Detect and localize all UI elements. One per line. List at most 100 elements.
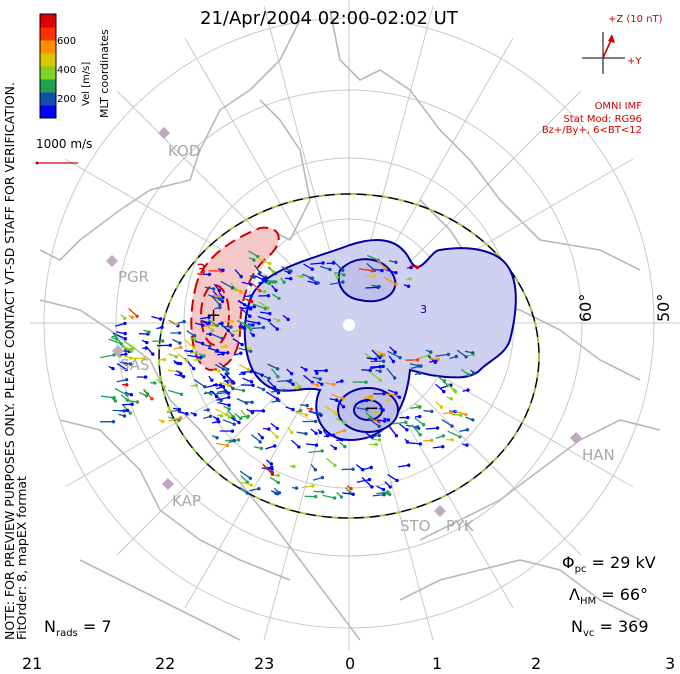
vector-origin [240,342,244,347]
velocity-vector [387,350,401,359]
velocity-vector [377,260,386,269]
vector-origin [202,354,206,358]
velocity-vector [310,262,324,265]
vector-origin [450,438,454,442]
vector-origin [264,276,268,280]
vector-origin [232,422,236,426]
vector-origin [257,487,261,491]
vector-origin [298,385,302,389]
velocity-vector [325,457,336,466]
vector-origin [221,295,225,300]
vector-origin [210,328,215,333]
vector-origin [388,492,392,497]
vector-origin [343,444,347,449]
vector-origin [217,288,221,293]
vector-origin [131,346,135,350]
vector-origin [377,284,381,289]
vector-origin [261,387,266,392]
vector-origin [124,352,128,356]
vector-origin [276,473,280,478]
vector-origin [394,260,398,264]
vector-origin [178,361,183,366]
positive-cell-marker: + [206,305,222,326]
imf-clock [582,32,625,74]
velocity-vector [127,400,138,403]
vector-origin [224,344,228,348]
vector-origin [313,419,318,424]
vector-origin [351,492,355,496]
vector-origin [243,326,247,331]
velocity-vector [322,494,335,499]
vector-origin [260,436,264,440]
vector-origin [246,367,251,372]
vector-origin [368,416,373,420]
vector-origin [295,386,299,390]
vector-origin [471,351,475,355]
velocity-vector [265,391,278,400]
velocity-vector [210,333,223,340]
velocity-vector [258,257,271,265]
vector-origin [335,275,339,279]
stat-symbol: Λ [569,585,580,604]
vector-origin [381,364,385,369]
vector-origin [229,325,233,329]
vector-origin [320,475,325,480]
vector-origin [341,405,346,409]
vector-origin [270,467,274,471]
velocity-vector [239,306,251,317]
vector-origin [393,376,397,380]
velocity-vector [108,338,122,345]
vector-origin [377,424,381,428]
vector-origin [398,355,402,360]
vector-origin [125,383,129,387]
vector-origin [161,339,165,343]
vector-origin [266,306,270,310]
velocity-vector [441,418,453,427]
vector-origin [185,412,189,416]
velocity-vector [251,434,261,443]
vector-origin [321,490,325,494]
vector-origin [179,345,183,350]
vector-origin [215,323,219,328]
vector-origin [274,288,278,293]
vector-origin [331,261,336,265]
vector-origin [289,269,293,273]
vector-origin [226,391,231,395]
velocity-vector [384,268,397,274]
vector-origin [378,351,382,355]
stat-subscript: vc [582,628,595,640]
vector-origin [449,397,453,401]
vector-origin [297,445,301,449]
vector-origin [430,409,434,414]
velocity-vector [376,491,388,495]
vector-origin [242,371,246,376]
vector-origin [318,430,323,435]
mlt-hour-label: 23 [254,654,275,673]
vector-origin [124,367,128,372]
vector-origin [276,375,280,379]
vector-origin [368,368,372,373]
vector-origin [388,485,392,489]
vector-origin [277,491,282,495]
vector-origin [364,398,369,403]
stat-subscript: HM [579,596,597,608]
vector-origin [418,371,422,375]
vector-origin [377,411,381,415]
vector-origin [115,337,119,341]
vector-origin [472,371,476,375]
vector-origin [160,325,164,329]
vector-origin [230,319,234,323]
velocity-vector [267,363,278,370]
vector-origin [276,318,281,323]
vector-origin [252,258,256,262]
velocity-vector [308,276,319,284]
velocity-vector [392,421,406,425]
vector-origin [226,367,230,371]
vector-origin [207,315,211,319]
imf-by-label: +Y [627,56,642,67]
vector-origin [142,356,146,361]
vector-origin [174,322,179,326]
colorbar-segment [40,79,56,93]
vector-origin [193,337,197,341]
vector-origin [218,303,222,307]
